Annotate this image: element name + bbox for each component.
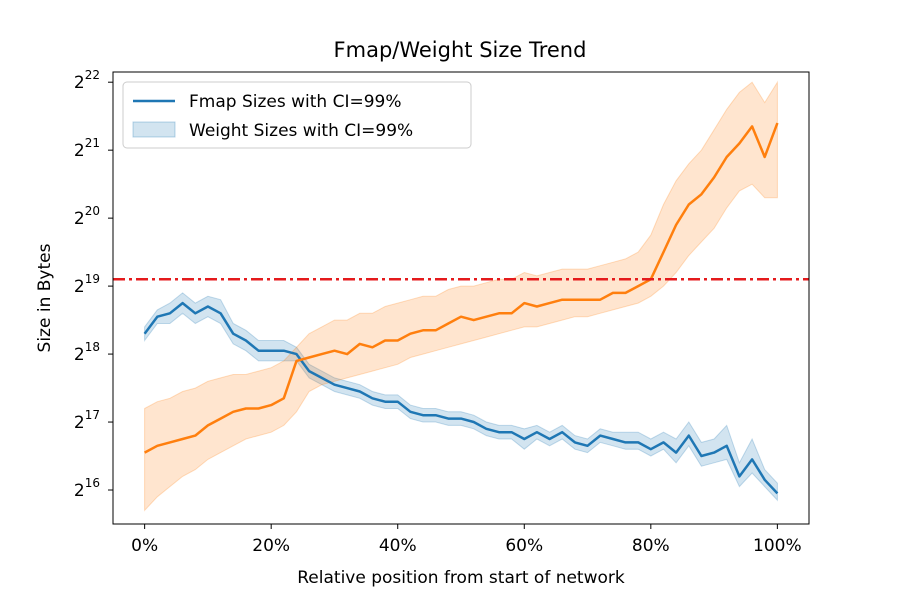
chart-title: Fmap/Weight Size Trend xyxy=(334,38,587,62)
x-tick-label: 20% xyxy=(252,536,290,556)
x-tick-label: 100% xyxy=(753,536,802,556)
y-tick-label: 222 xyxy=(74,68,100,93)
legend-frame xyxy=(122,81,472,149)
series-line-0 xyxy=(143,301,779,495)
y-tick-label: 221 xyxy=(74,136,100,161)
legend-band-swatch xyxy=(132,121,176,138)
legend-label-fmap: Fmap Sizes with CI=99% xyxy=(189,92,402,112)
y-tick-label: 219 xyxy=(74,272,100,297)
ci-bands xyxy=(144,80,778,512)
series-lines xyxy=(143,122,779,495)
ci-band-1 xyxy=(144,80,778,512)
y-axis-ticks: 216 217 218 219 220 221 222 xyxy=(74,68,113,501)
y-axis-label: Size in Bytes xyxy=(35,243,55,352)
x-axis-ticks: 0% 20% 40% 60% 80% 100% xyxy=(131,524,802,556)
ci-band-0 xyxy=(144,292,778,502)
y-tick-label: 217 xyxy=(74,408,100,433)
legend-label-weight: Weight Sizes with CI=99% xyxy=(189,121,413,141)
x-tick-label: 60% xyxy=(505,536,543,556)
x-axis-label: Relative position from start of network xyxy=(297,568,625,588)
y-tick-label: 216 xyxy=(74,476,100,501)
plot-frame xyxy=(112,71,810,525)
y-tick-label: 220 xyxy=(74,204,100,229)
y-tick-label: 218 xyxy=(74,340,100,365)
x-tick-label: 40% xyxy=(379,536,417,556)
x-tick-label: 80% xyxy=(632,536,670,556)
legend: Fmap Sizes with CI=99% Weight Sizes with… xyxy=(122,81,472,149)
x-tick-label: 0% xyxy=(131,536,158,556)
series-line-1 xyxy=(144,122,779,454)
